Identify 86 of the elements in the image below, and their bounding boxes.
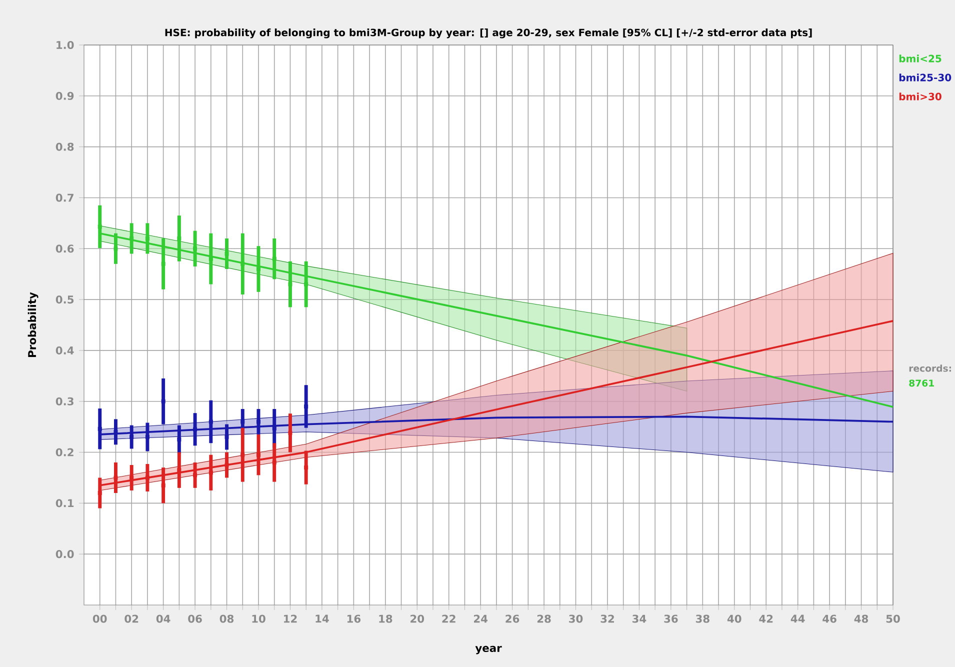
- point: [240, 452, 245, 457]
- point: [240, 262, 245, 266]
- point: [98, 426, 102, 431]
- point: [161, 399, 166, 404]
- x-tick-label: 00: [92, 614, 107, 623]
- point: [272, 256, 276, 261]
- point: [224, 252, 229, 256]
- y-tick-label: 1.0: [56, 40, 74, 50]
- x-tick-label: 42: [759, 614, 773, 623]
- point: [130, 236, 134, 240]
- point: [177, 236, 182, 240]
- point: [145, 236, 150, 240]
- x-tick-label: 08: [220, 614, 234, 623]
- point: [130, 434, 134, 439]
- x-tick-label: 12: [284, 614, 297, 623]
- text: bmi>30: [899, 92, 942, 100]
- point: [272, 460, 276, 464]
- x-tick-label: 10: [252, 614, 266, 623]
- point: [130, 476, 134, 480]
- y-tick-label: 0.4: [56, 346, 74, 354]
- point: [224, 434, 229, 439]
- point: [272, 426, 276, 430]
- x-tick-label: 16: [347, 614, 361, 623]
- x-tick-label: 46: [822, 614, 836, 623]
- y-tick-label: 0.9: [56, 92, 74, 100]
- x-tick-label: 24: [474, 614, 488, 623]
- point: [256, 266, 260, 271]
- point: [114, 246, 118, 251]
- x-tick-label: 48: [854, 614, 868, 623]
- x-tick-label: 30: [569, 614, 583, 623]
- chart-title: HSE: probability of belonging to bmi3M-Group by year: [] age 20-29, sex Female [95% CL] [+/-2 std-error data pts]: [165, 28, 812, 38]
- y-axis-title: Probability: [28, 292, 38, 357]
- x-tick-label: 14: [316, 614, 329, 622]
- x-tick-label: 50: [886, 614, 900, 623]
- point: [145, 476, 150, 480]
- point: [161, 262, 166, 266]
- x-tick-label: 28: [537, 614, 551, 623]
- y-tick-label: 0.1: [56, 499, 74, 508]
- point: [304, 466, 308, 470]
- y-tick-label: 0.7: [56, 194, 74, 202]
- x-tick-label: 44: [790, 614, 805, 622]
- x-tick-label: 22: [442, 614, 456, 623]
- point: [208, 420, 213, 424]
- point: [114, 476, 118, 480]
- point: [98, 224, 102, 229]
- y-tick-label: 0.8: [56, 142, 74, 151]
- point: [161, 483, 166, 488]
- x-tick-label: 40: [727, 614, 742, 623]
- x-tick-label: 06: [188, 614, 202, 623]
- y-tick-label: 0.6: [56, 244, 74, 253]
- x-tick-label: 38: [696, 614, 710, 623]
- point: [240, 420, 245, 424]
- x-tick-label: 32: [600, 614, 614, 623]
- x-tick-label: 02: [124, 614, 138, 623]
- point: [208, 256, 213, 261]
- point: [177, 438, 182, 442]
- point: [193, 427, 198, 432]
- x-tick-label: 04: [156, 614, 170, 623]
- line-series: [98, 232, 894, 408]
- x-axis-title: year: [475, 646, 502, 654]
- point: [256, 452, 260, 457]
- point: [145, 434, 150, 439]
- point: [304, 282, 308, 286]
- point: [288, 430, 292, 435]
- text: bmi<25: [899, 54, 942, 62]
- text: records:: [909, 364, 951, 372]
- point: [208, 470, 213, 475]
- x-tick-label: 20: [410, 614, 424, 623]
- point: [98, 490, 102, 495]
- y-tick-label: 0.5: [56, 296, 74, 304]
- text: bmi25-30: [899, 74, 952, 82]
- text: 8761: [909, 380, 934, 387]
- y-tick-label: 0.3: [56, 397, 74, 406]
- x-tick-label: 26: [506, 614, 520, 623]
- y-tick-label: 0.0: [56, 550, 74, 558]
- x-tick-label: 34: [632, 614, 646, 623]
- point: [193, 246, 198, 251]
- point: [193, 473, 198, 478]
- point: [304, 404, 308, 408]
- point: [224, 462, 229, 467]
- point: [177, 468, 182, 472]
- x-tick-label: 36: [664, 614, 678, 623]
- x-tick-label: 18: [379, 614, 392, 623]
- y-tick-label: 0.2: [56, 448, 74, 456]
- point: [256, 420, 260, 424]
- point: [288, 282, 292, 286]
